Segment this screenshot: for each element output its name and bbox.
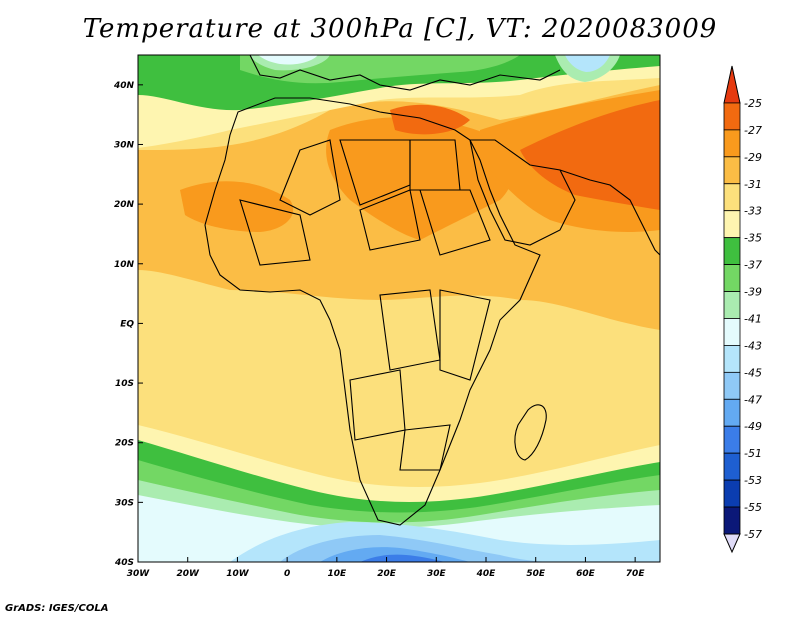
colorbar-swatch (723, 237, 741, 265)
lon-tick-label: 20E (377, 569, 397, 579)
colorbar-label: -37 (744, 259, 762, 272)
credit-text: GrADS: IGES/COLA (5, 603, 109, 614)
lat-tick-label: 10S (115, 379, 134, 389)
band-minus-29-sahara (326, 117, 514, 240)
lat-tick-label: 30S (115, 498, 134, 508)
lon-tick-label: 20W (176, 569, 200, 579)
africa-coastline (204, 97, 541, 526)
colorbar-swatch (723, 210, 741, 239)
colorbar-swatch (723, 479, 741, 508)
europe-coastline (249, 55, 561, 91)
colorbar-label: -43 (744, 339, 762, 352)
lon-tick-label: 60E (576, 569, 596, 579)
lat-tick-label: 20S (115, 439, 134, 449)
colorbar-swatch (723, 291, 741, 319)
colorbar-label: -53 (744, 474, 762, 487)
colorbar-swatch (723, 264, 741, 292)
lon-tick-label: 0 (284, 569, 290, 579)
colorbar-top-arrow (723, 65, 741, 104)
colorbar-label: -55 (744, 501, 762, 514)
band-minus-43-north (258, 55, 318, 65)
colorbar-label: -51 (744, 447, 762, 460)
band-minus-43-ne (565, 55, 610, 72)
latitude-axis: 40N 30N 20N 10N EQ 10S 20S 30S 40S (113, 81, 143, 568)
colorbar-bottom-arrow (723, 533, 741, 554)
colorbar-label: -29 (744, 151, 762, 164)
border-1 (279, 139, 341, 216)
border-5 (419, 189, 491, 256)
colorbar-label: -25 (744, 97, 762, 110)
arabia-coastline (469, 139, 576, 246)
band-minus-49-south (320, 547, 470, 562)
border-7 (439, 289, 491, 381)
colorbar-swatch (723, 506, 741, 535)
colorbar-swatch (723, 183, 741, 212)
map-frame (137, 54, 661, 563)
lon-tick-label: 70E (626, 569, 646, 579)
band-minus-27-asia (520, 100, 660, 210)
lat-tick-label: 40S (114, 558, 134, 568)
temperature-field (138, 55, 660, 562)
lat-tick-label: 30N (114, 140, 135, 150)
lon-tick-label: 30W (127, 569, 151, 579)
lon-tick-label: 10E (328, 569, 348, 579)
colorbar-label: -57 (744, 528, 762, 541)
lat-tick-label: 10N (114, 260, 135, 270)
colorbar-label: -49 (744, 420, 762, 433)
colorbar: -25 -27 -29 -31 -33 -35 -37 -39 -41 -43 -45 -47 -49 -… (723, 65, 762, 554)
colorbar-swatch (723, 452, 741, 481)
colorbar-swatch (723, 318, 741, 346)
colorbar-swatch (723, 102, 741, 131)
colorbar-label: -45 (744, 366, 762, 379)
asia-coastline (559, 169, 660, 256)
colorbar-swatch (723, 156, 741, 185)
lon-tick-label: 50E (526, 569, 546, 579)
lat-tick-label: EQ (120, 319, 134, 329)
border-10 (239, 199, 311, 266)
band-minus-29-westafrica (180, 181, 294, 232)
longitude-axis: 30W 20W 10W 0 10E 20E 30E 40E 50E 60E 70E (127, 557, 646, 579)
madagascar-coastline (514, 404, 547, 461)
coastlines (204, 55, 660, 526)
border-9 (399, 424, 451, 471)
lat-tick-label: 40N (113, 81, 135, 91)
colorbar-swatch (723, 345, 741, 373)
colorbar-label: -39 (744, 286, 762, 299)
colorbar-label: -47 (744, 393, 762, 406)
lat-tick-label: 20N (114, 200, 135, 210)
map-title: Temperature at 300hPa [C], VT: 202008300… (82, 14, 718, 44)
colorbar-label: -27 (744, 124, 762, 137)
colorbar-label: -31 (744, 178, 762, 191)
border-4 (359, 189, 421, 251)
lon-tick-label: 30E (427, 569, 447, 579)
colorbar-swatch (723, 398, 741, 427)
band-minus-51-south (360, 554, 445, 562)
lon-tick-label: 10W (226, 569, 250, 579)
colorbar-label: -41 (744, 312, 762, 325)
lon-tick-label: 40E (476, 569, 497, 579)
colorbar-label: -35 (744, 232, 762, 245)
band-minus-27-med (390, 104, 470, 135)
colorbar-swatch (723, 129, 741, 158)
colorbar-swatch (723, 425, 741, 454)
colorbar-swatch (723, 371, 741, 400)
colorbar-label: -33 (744, 205, 762, 218)
